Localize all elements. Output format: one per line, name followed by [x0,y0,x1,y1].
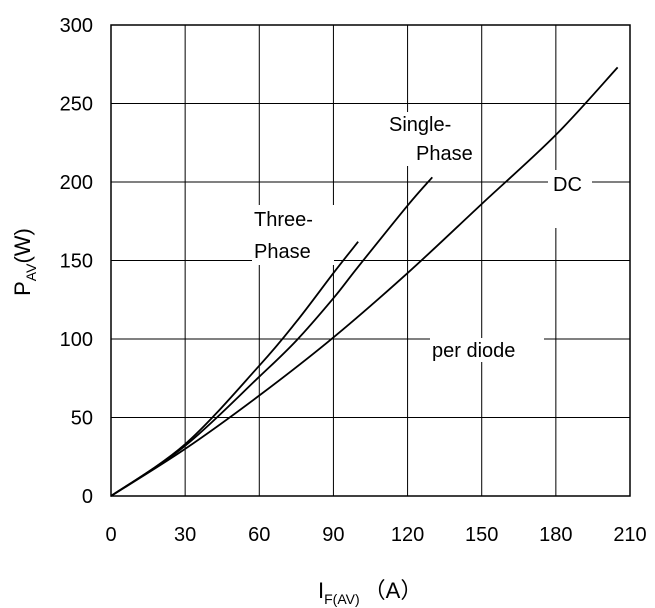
curve-three-phase [110,241,359,497]
label-background [548,170,592,228]
y-axis-label-sub: AV [23,263,39,281]
y-axis-label-unit: (W) [10,228,35,263]
curve-single-phase [110,176,433,497]
x-axis-label-main: I [318,578,324,603]
x-tick-label: 150 [465,524,498,546]
label-per-diode: per diode [432,340,515,362]
curve-dc [110,66,619,497]
x-tick-label: 120 [391,524,424,546]
x-tick-label: 30 [174,524,196,546]
x-axis-label: IF(AV) （A） [318,578,422,607]
x-tick-label: 90 [322,524,344,546]
x-tick-label: 60 [248,524,270,546]
label-backgrounds [252,112,592,362]
label-single-phase-line1: Single- [389,114,451,136]
y-tick-label: 100 [60,329,93,351]
x-axis-label-unit: （A） [364,578,423,603]
plot-frame [110,24,631,497]
label-dc: DC [553,174,582,196]
x-tick-label: 210 [613,524,646,546]
curves [110,66,619,497]
y-tick-labels: 0 50 100 150 200 250 300 [60,15,93,508]
x-tick-label: 180 [539,524,572,546]
y-tick-label: 300 [60,15,93,37]
grid-lines [111,25,630,496]
label-single-phase-line2: Phase [416,143,473,165]
y-axis-label: PAV(W) [10,228,39,296]
y-tick-label: 200 [60,172,93,194]
label-three-phase-line1: Three- [254,209,313,231]
y-tick-label: 0 [82,486,93,508]
x-tick-labels: 0 30 60 90 120 150 180 210 [105,524,646,546]
label-background [430,338,544,362]
x-tick-label: 0 [105,524,116,546]
y-tick-label: 50 [71,408,93,430]
label-background [386,112,468,166]
y-axis-label-main: P [10,281,35,296]
label-background [252,205,334,265]
y-tick-label: 150 [60,251,93,273]
y-tick-label: 250 [60,94,93,116]
label-three-phase-line2: Phase [254,241,311,263]
x-axis-label-sub: F(AV) [324,591,360,607]
